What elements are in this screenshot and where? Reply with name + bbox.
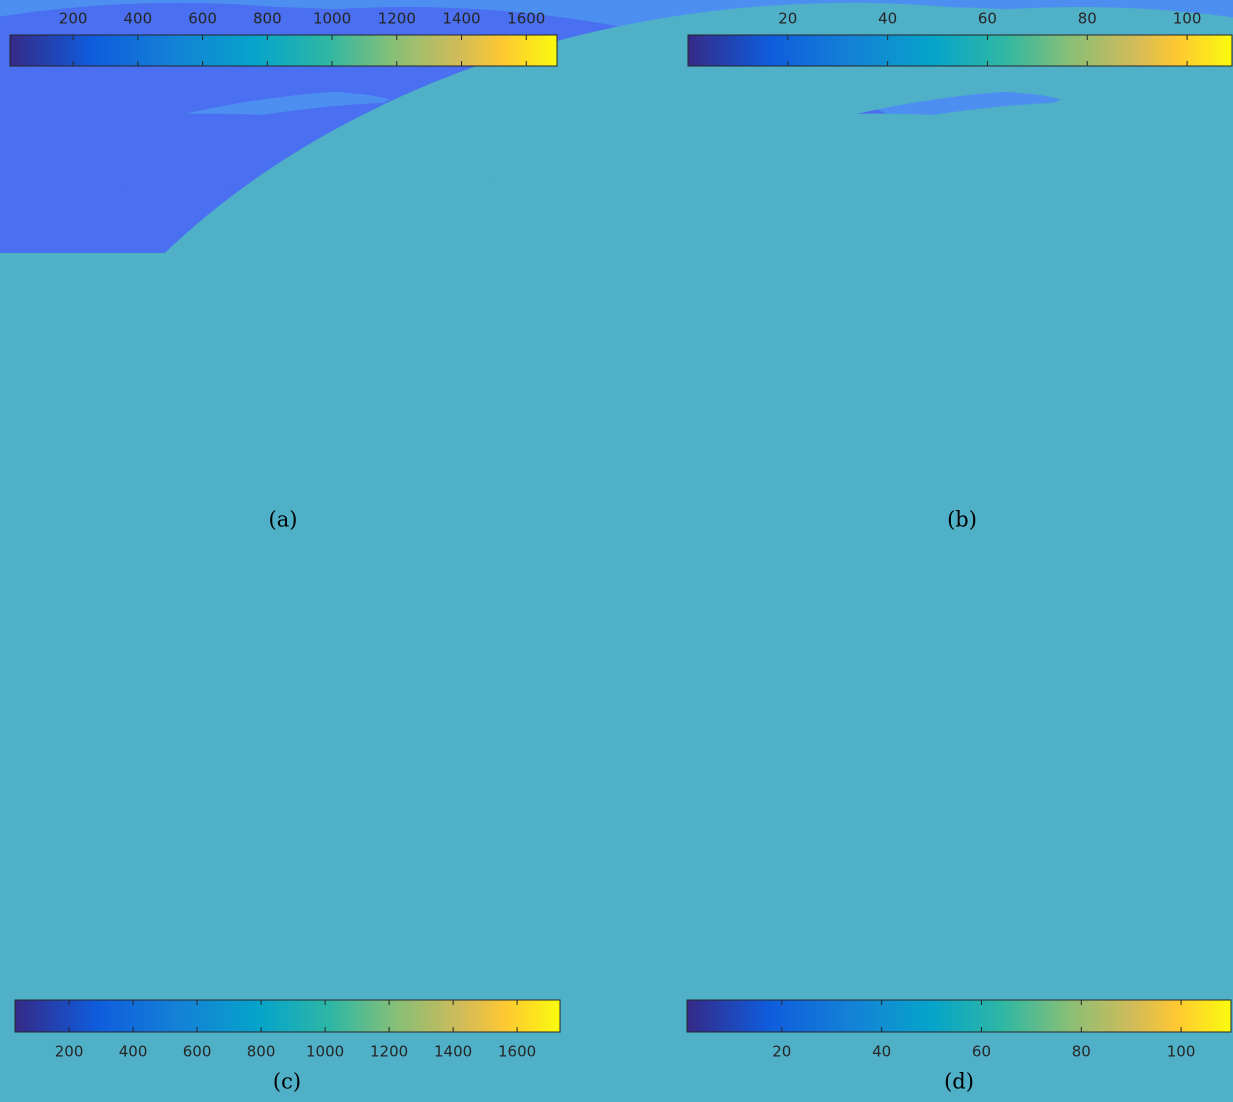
colorbar (687, 1000, 1231, 1032)
tick-label: 60 (972, 1043, 991, 1061)
tick-label: 60 (978, 10, 997, 28)
tick-label: 1000 (306, 1043, 344, 1061)
tick-label: 1200 (378, 10, 416, 28)
tick-label: 1400 (434, 1043, 472, 1061)
tick-label: 100 (1167, 1043, 1196, 1061)
tick-label: 20 (778, 10, 797, 28)
colorbar (688, 35, 1232, 66)
tick-label: 600 (188, 10, 217, 28)
caption: (b) (947, 508, 977, 532)
tick-label: 1400 (442, 10, 480, 28)
tick-label: 1600 (498, 1043, 536, 1061)
tick-label: 80 (1078, 10, 1097, 28)
tick-label: 40 (872, 1043, 891, 1061)
tick-label: 20 (772, 1043, 791, 1061)
tick-label: 200 (59, 10, 88, 28)
tick-label: 200 (55, 1043, 84, 1061)
caption: (c) (273, 1070, 301, 1094)
tick-label: 400 (119, 1043, 148, 1061)
colorbar (15, 1000, 560, 1032)
tick-label: 1600 (507, 10, 545, 28)
tick-label: 400 (124, 10, 153, 28)
tick-label: 1200 (370, 1043, 408, 1061)
tick-label: 100 (1173, 10, 1202, 28)
images (9, 80, 1232, 950)
colorbar (10, 35, 557, 66)
tick-label: 600 (183, 1043, 212, 1061)
tick-label: 800 (253, 10, 282, 28)
caption: (a) (269, 508, 298, 532)
caption: (d) (944, 1070, 974, 1094)
tick-label: 80 (1072, 1043, 1091, 1061)
tick-label: 40 (878, 10, 897, 28)
figure: 200 400 600 800 1000 1200 1400 1600 (a) 20 40 60 80 1… (0, 0, 1233, 1102)
page: {"panels": [ {"caption": "(a)", "colorba… (0, 0, 1233, 1102)
tick-label: 1000 (313, 10, 351, 28)
tick-label: 800 (247, 1043, 276, 1061)
image-d (687, 540, 1231, 950)
